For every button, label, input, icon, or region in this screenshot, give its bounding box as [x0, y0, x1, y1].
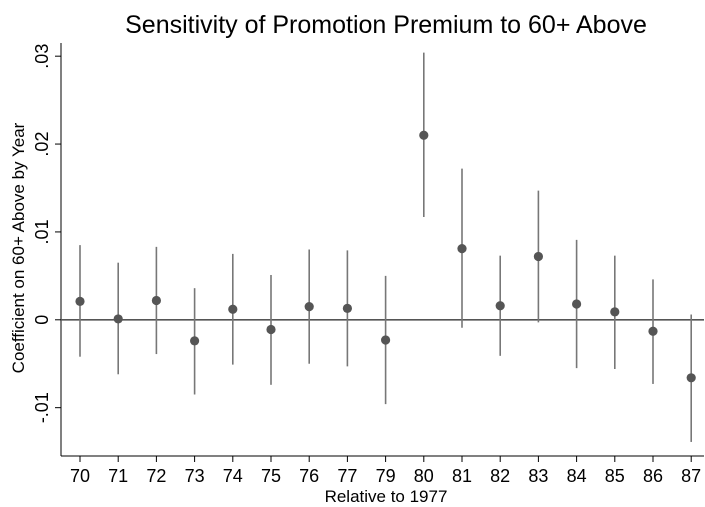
- x-tick-label: 84: [567, 466, 587, 486]
- x-tick-label: 75: [261, 466, 281, 486]
- point-estimate-73: [190, 336, 200, 346]
- y-tick-label: .01: [32, 219, 52, 244]
- x-tick-label: 83: [528, 466, 548, 486]
- plot-area: -.01 0 .01 .02 .03 70 71 72 73 74 75 76 77 79 80 81 82 83…: [32, 43, 704, 486]
- point-estimate-77: [342, 303, 352, 313]
- point-estimate-87: [686, 373, 696, 383]
- x-tick-label: 79: [376, 466, 396, 486]
- x-tick-label: 86: [643, 466, 663, 486]
- point-estimate-86: [648, 326, 658, 336]
- x-tick-label: 87: [681, 466, 701, 486]
- x-tick-label: 72: [146, 466, 166, 486]
- point-estimate-71: [113, 314, 123, 324]
- x-tick-label: 73: [185, 466, 205, 486]
- x-tick-label: 81: [452, 466, 472, 486]
- x-tick-label: 71: [108, 466, 128, 486]
- point-estimate-76: [304, 302, 314, 312]
- point-estimate-74: [228, 304, 238, 314]
- point-estimate-83: [533, 251, 544, 262]
- x-tick-label: 76: [299, 466, 319, 486]
- x-tick-label: 70: [70, 466, 90, 486]
- y-tick-label: -.01: [32, 392, 52, 423]
- point-estimate-72: [151, 295, 161, 306]
- x-tick-label: 80: [414, 466, 434, 486]
- point-estimate-85: [610, 307, 620, 317]
- y-tick-label: .02: [32, 132, 52, 157]
- x-tick-label: 74: [223, 466, 243, 486]
- y-tick-label: 0: [32, 315, 52, 325]
- y-tick-label: .03: [32, 44, 52, 69]
- point-estimate-82: [495, 301, 505, 311]
- x-tick-label: 82: [490, 466, 510, 486]
- chart-title: Sensitivity of Promotion Premium to 60+ …: [125, 11, 647, 39]
- point-estimate-84: [572, 299, 582, 309]
- x-tick-label: 85: [605, 466, 625, 486]
- x-tick-label: 77: [337, 466, 357, 486]
- point-estimate-79: [381, 335, 391, 345]
- x-axis-label: Relative to 1977: [325, 487, 448, 506]
- point-estimate-70: [75, 296, 85, 306]
- point-estimate-81: [457, 244, 467, 254]
- point-estimate-80: [419, 130, 429, 140]
- y-axis-label: Coefficient on 60+ Above by Year: [9, 122, 28, 373]
- point-estimate-75: [266, 324, 276, 335]
